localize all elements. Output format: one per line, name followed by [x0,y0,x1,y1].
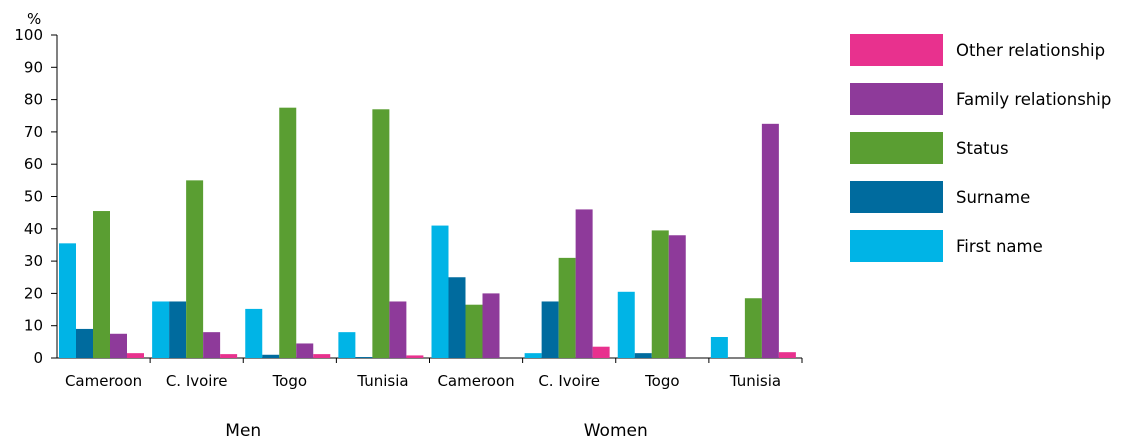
bar [59,243,76,358]
bar [779,352,796,358]
bar [762,124,779,358]
bar [576,209,593,358]
bar [711,337,728,358]
bar [262,355,279,358]
bar [127,353,144,358]
plot-area: 0 10 20 30 40 50 60 70 80 90 100 Cameroon C. Ivoire T… [14,26,802,441]
bar [169,301,186,358]
bar [745,298,762,358]
legend-swatch [850,132,943,164]
bar [76,329,93,358]
legend: Other relationship Family relationship Sta… [850,34,1111,262]
bar [559,258,576,358]
y-tick-label: 10 [24,317,43,335]
group-label: Women [584,421,648,441]
bar [406,355,423,358]
y-tick-label: 20 [24,284,43,302]
bar [525,353,542,358]
legend-swatch [850,34,943,66]
legend-label: Other relationship [956,41,1105,60]
y-tick-label: 50 [24,188,43,206]
bar [220,354,237,358]
bar [186,180,203,358]
y-tick-label: 60 [24,155,43,173]
group-label: Men [225,421,261,441]
legend-label: Status [956,139,1009,158]
y-tick-label: 80 [24,91,43,109]
legend-label: First name [956,237,1043,256]
bar [338,332,355,358]
bar [635,353,652,358]
x-tick-label: C. Ivoire [166,372,228,390]
x-tick-label: Tunisia [356,372,408,390]
bar [669,235,686,358]
legend-swatch [850,83,943,115]
legend-label: Family relationship [956,90,1111,109]
bar [355,357,372,358]
bar [449,277,466,358]
legend-swatch [850,230,943,262]
bar [110,334,127,358]
bar [432,226,449,358]
bar [466,305,483,358]
bar [203,332,220,358]
y-tick-label: 40 [24,220,43,238]
bar [93,211,110,358]
y-tick-label: 30 [24,252,43,270]
bar [652,230,669,358]
x-tick-label: C. Ivoire [538,372,600,390]
x-tick-label: Tunisia [729,372,781,390]
bar [593,347,610,358]
bar [542,301,559,358]
y-tick-label: 0 [33,349,43,367]
y-tick-label: 100 [14,26,43,44]
y-tick-label: 90 [24,58,43,76]
legend-swatch [850,181,943,213]
legend-label: Surname [956,188,1030,207]
bar [152,301,169,358]
x-tick-label: Cameroon [437,372,514,390]
y-tick-label: 70 [24,123,43,141]
x-tick-label: Cameroon [65,372,142,390]
bar [389,301,406,358]
bar [245,309,262,358]
x-tick-label: Togo [644,372,680,390]
bar [483,293,500,358]
bar [618,292,635,358]
x-tick-label: Togo [272,372,308,390]
bar [313,354,330,358]
bar [279,108,296,358]
bar [372,109,389,358]
bar [296,343,313,358]
